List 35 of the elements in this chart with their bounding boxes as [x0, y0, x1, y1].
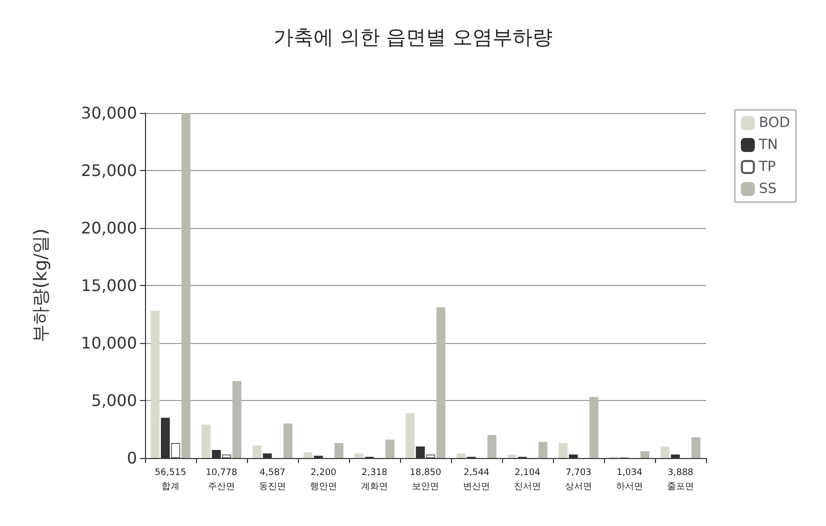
x-tick-label: 줄포면	[667, 482, 694, 492]
text: 10,778	[206, 468, 238, 478]
text: 3,888	[668, 468, 694, 478]
text: 18,850	[410, 468, 442, 478]
text: 2,104	[514, 468, 541, 478]
x-tick-label: 진서면	[514, 482, 541, 492]
x-tick-label: 상서면	[565, 482, 592, 492]
text: 2,200	[310, 468, 337, 478]
y-tick-label: 30,000	[81, 104, 137, 122]
y-tick-label: 5,000	[91, 391, 137, 410]
x-tick-label: 계화면	[361, 482, 388, 492]
x-tick-label: 주산면	[208, 482, 235, 492]
text: 1,034	[616, 468, 643, 478]
y-tick-label: 15,000	[81, 276, 137, 295]
chart-title: 가축에 의한 읍면별 오염부하량	[273, 25, 553, 49]
x-tick-label: 행안면	[310, 482, 337, 492]
y-axis-title: 부하량(kg/일)	[30, 228, 52, 342]
text: 7,703	[566, 468, 592, 478]
x-tick-label: 하서면	[616, 482, 643, 492]
legend-label: SS	[758, 181, 777, 197]
y-tick-label: 10,000	[81, 334, 137, 352]
text: 2,318	[362, 468, 388, 478]
x-tick-label: 보안면	[412, 482, 439, 492]
y-tick-label: 20,000	[81, 218, 137, 238]
legend-label: TN	[758, 137, 778, 153]
text: 2,544	[464, 468, 490, 478]
text: 56,515	[154, 468, 186, 478]
y-tick-label: 0	[126, 448, 137, 468]
legend-label: TP	[758, 159, 776, 175]
text: 4,587	[260, 468, 286, 478]
x-tick-label: 동진면	[259, 482, 286, 492]
y-tick-label: 25,000	[81, 161, 137, 180]
x-tick-label: 합계	[162, 482, 180, 492]
x-tick-label: 변산면	[463, 482, 490, 492]
legend-label: BOD	[758, 115, 790, 131]
